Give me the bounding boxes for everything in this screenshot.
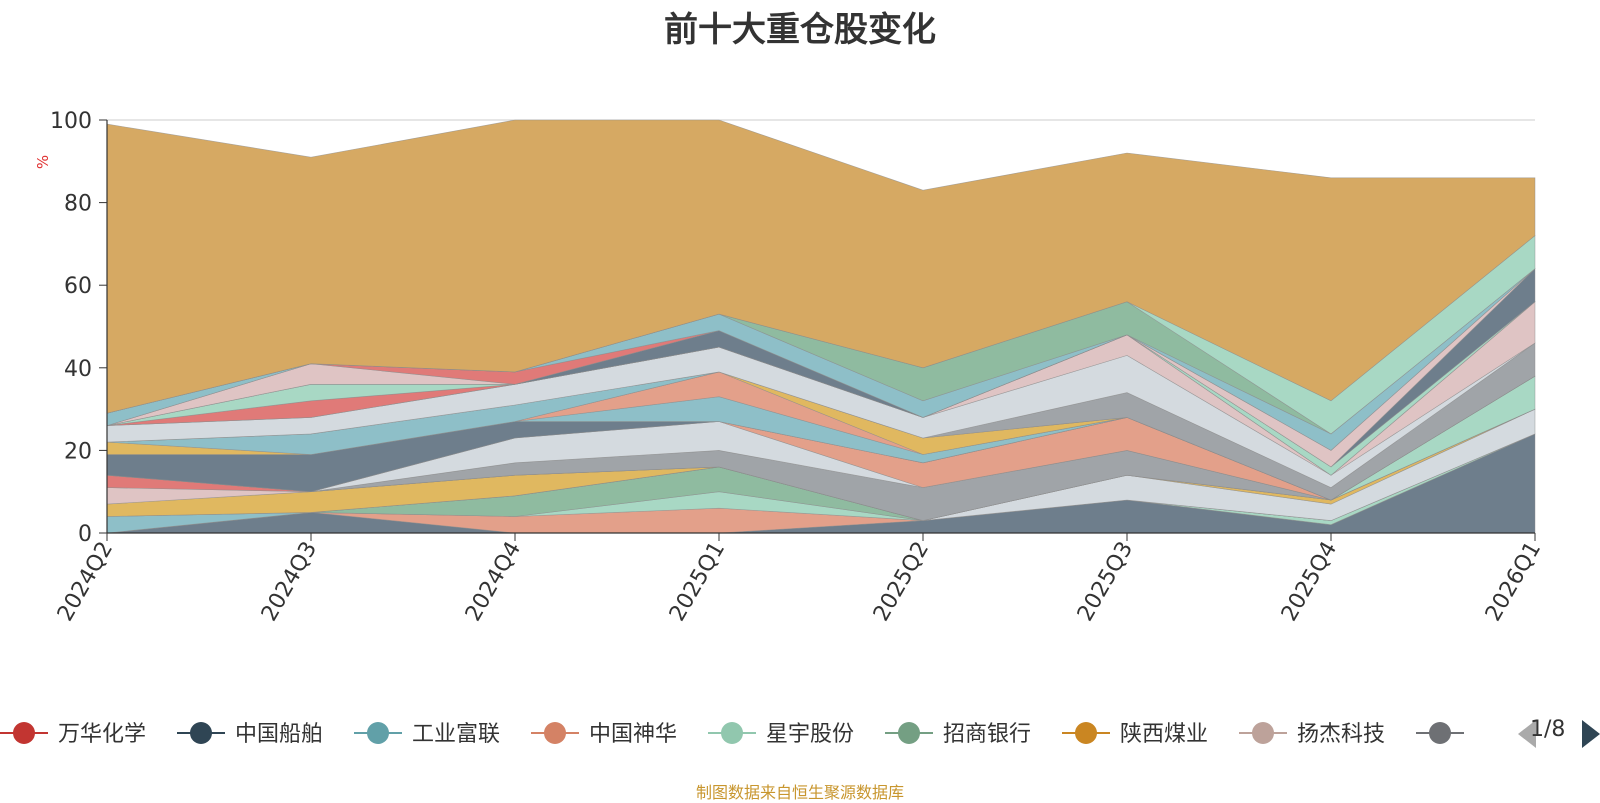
legend-item[interactable]: 招商银行 xyxy=(885,722,1031,747)
y-tick-label: 60 xyxy=(64,274,92,299)
legend-marker-icon xyxy=(898,722,920,744)
area-layer xyxy=(106,119,1536,534)
legend-item[interactable]: 万华化学 xyxy=(0,722,146,747)
legend-marker-icon xyxy=(544,722,566,744)
legend-item[interactable] xyxy=(1416,722,1464,744)
legend-marker-icon xyxy=(721,722,743,744)
source-note: 制图数据来自恒生聚源数据库 xyxy=(695,783,904,802)
legend-label: 中国神华 xyxy=(589,722,677,747)
x-tick-label: 2024Q3 xyxy=(257,538,322,626)
chart-title: 前十大重仓股变化 xyxy=(664,10,936,50)
legend-item[interactable]: 中国神华 xyxy=(531,722,677,747)
legend-label: 中国船舶 xyxy=(235,722,323,747)
x-tick-label: 2024Q4 xyxy=(461,538,526,626)
legend-item[interactable]: 中国船舶 xyxy=(177,722,323,747)
legend-page-indicator: 1/8 xyxy=(1530,717,1566,742)
legend-marker-icon xyxy=(367,722,389,744)
legend-marker-icon xyxy=(1429,722,1451,744)
x-tick-label: 2025Q2 xyxy=(869,538,934,626)
legend-prev-icon[interactable] xyxy=(1518,720,1536,748)
legend-label: 扬杰科技 xyxy=(1297,722,1385,747)
y-tick-label: 40 xyxy=(64,357,92,382)
y-tick-label: 0 xyxy=(78,522,92,547)
y-tick-label: 80 xyxy=(64,192,92,217)
legend-pager xyxy=(1518,720,1600,748)
legend-label: 万华化学 xyxy=(58,722,146,747)
legend-label: 工业富联 xyxy=(412,722,500,747)
y-tick-label: 100 xyxy=(50,109,92,134)
y-axis-label: % xyxy=(34,155,52,169)
x-tick-label: 2026Q1 xyxy=(1481,538,1546,626)
legend-label: 陕西煤业 xyxy=(1120,722,1208,747)
legend-item[interactable]: 星宇股份 xyxy=(708,722,854,747)
x-tick-label: 2025Q1 xyxy=(665,538,730,626)
y-tick-label: 20 xyxy=(64,439,92,464)
legend-label: 招商银行 xyxy=(943,722,1031,747)
x-tick-label: 2025Q4 xyxy=(1277,538,1342,626)
legend-marker-icon xyxy=(13,722,35,744)
legend: 万华化学 中国船舶 工业富联 中国神华 星宇股份 招商银行 陕西煤业 扬杰科技 xyxy=(0,722,1464,747)
legend-item[interactable]: 陕西煤业 xyxy=(1062,722,1208,747)
legend-item[interactable]: 扬杰科技 xyxy=(1239,722,1385,747)
x-tick-label: 2025Q3 xyxy=(1073,538,1138,626)
legend-item[interactable]: 工业富联 xyxy=(354,722,500,747)
legend-marker-icon xyxy=(1075,722,1097,744)
legend-next-icon[interactable] xyxy=(1582,720,1600,748)
legend-marker-icon xyxy=(1252,722,1274,744)
area-series xyxy=(106,119,1536,414)
x-tick-label: 2024Q2 xyxy=(53,538,118,626)
legend-label: 星宇股份 xyxy=(766,722,854,747)
legend-marker-icon xyxy=(190,722,212,744)
